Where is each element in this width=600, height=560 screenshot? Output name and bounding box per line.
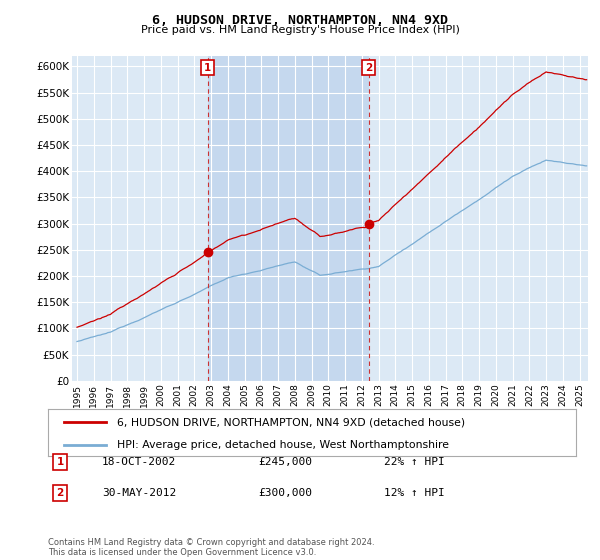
Text: Price paid vs. HM Land Registry's House Price Index (HPI): Price paid vs. HM Land Registry's House … (140, 25, 460, 35)
Text: 18-OCT-2002: 18-OCT-2002 (102, 457, 176, 467)
Text: Contains HM Land Registry data © Crown copyright and database right 2024.
This d: Contains HM Land Registry data © Crown c… (48, 538, 374, 557)
Text: HPI: Average price, detached house, West Northamptonshire: HPI: Average price, detached house, West… (116, 440, 449, 450)
Text: 30-MAY-2012: 30-MAY-2012 (102, 488, 176, 498)
Text: £245,000: £245,000 (258, 457, 312, 467)
Text: 6, HUDSON DRIVE, NORTHAMPTON, NN4 9XD: 6, HUDSON DRIVE, NORTHAMPTON, NN4 9XD (152, 14, 448, 27)
Text: 1: 1 (204, 63, 211, 73)
Text: 12% ↑ HPI: 12% ↑ HPI (384, 488, 445, 498)
Text: 6, HUDSON DRIVE, NORTHAMPTON, NN4 9XD (detached house): 6, HUDSON DRIVE, NORTHAMPTON, NN4 9XD (d… (116, 417, 465, 427)
Text: £300,000: £300,000 (258, 488, 312, 498)
Text: 2: 2 (365, 63, 372, 73)
Text: 22% ↑ HPI: 22% ↑ HPI (384, 457, 445, 467)
Text: 1: 1 (56, 457, 64, 467)
Text: 2: 2 (56, 488, 64, 498)
Bar (208, 56, 368, 381)
